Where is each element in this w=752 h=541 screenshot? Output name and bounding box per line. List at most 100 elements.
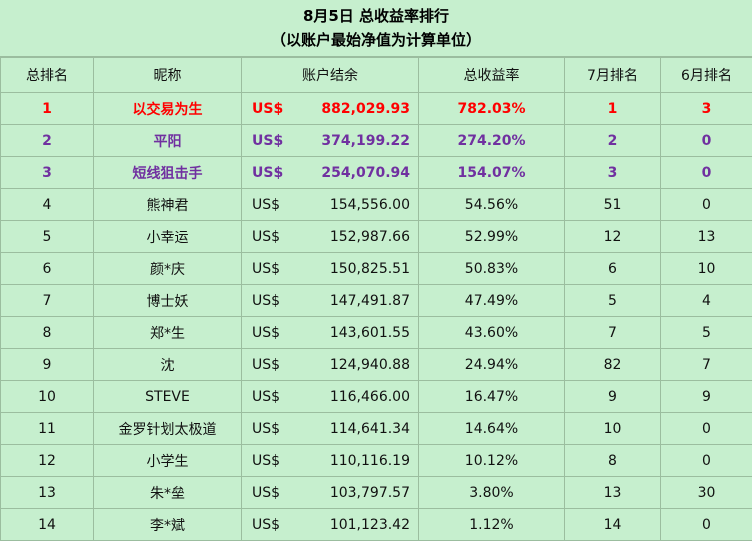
june-rank-cell: 10 <box>661 253 752 285</box>
june-rank-cell: 0 <box>661 157 752 189</box>
july-rank-cell: 2 <box>565 125 661 157</box>
balance-value: 154,556.00 <box>330 197 410 213</box>
july-rank-cell: 82 <box>565 349 661 381</box>
return-cell: 52.99% <box>419 221 565 253</box>
return-cell: 154.07% <box>419 157 565 189</box>
rank-cell: 10 <box>1 381 94 413</box>
header-rank: 总排名 <box>1 58 94 93</box>
july-rank-cell: 8 <box>565 445 661 477</box>
name-cell: 朱*垒 <box>94 477 242 509</box>
balance-cell: US$ 150,825.51 <box>242 253 419 285</box>
currency-label: US$ <box>252 485 280 501</box>
currency-label: US$ <box>252 197 280 213</box>
name-cell: 小学生 <box>94 445 242 477</box>
balance-value: 254,070.94 <box>321 165 410 181</box>
name-cell: 郑*生 <box>94 317 242 349</box>
balance-cell: US$124,940.88 <box>242 349 419 381</box>
balance-value: 124,940.88 <box>330 357 410 373</box>
return-cell: 50.83% <box>419 253 565 285</box>
july-rank-cell: 1 <box>565 93 661 125</box>
rank-cell: 5 <box>1 221 94 253</box>
return-cell: 274.20% <box>419 125 565 157</box>
june-rank-cell: 0 <box>661 509 752 541</box>
june-rank-cell: 7 <box>661 349 752 381</box>
july-rank-cell: 13 <box>565 477 661 509</box>
july-rank-cell: 7 <box>565 317 661 349</box>
header-balance: 账户结余 <box>242 58 419 93</box>
return-cell: 43.60% <box>419 317 565 349</box>
balance-value: 143,601.55 <box>330 325 410 341</box>
name-cell: 颜*庆 <box>94 253 242 285</box>
july-rank-cell: 9 <box>565 381 661 413</box>
rank-cell: 1 <box>1 93 94 125</box>
return-cell: 3.80% <box>419 477 565 509</box>
balance-cell: US$ 110,116.19 <box>242 445 419 477</box>
currency-label: US$ <box>252 229 280 245</box>
return-cell: 14.64% <box>419 413 565 445</box>
balance-value: 114,641.34 <box>330 421 410 437</box>
currency-label: US$ <box>252 165 283 181</box>
july-rank-cell: 6 <box>565 253 661 285</box>
june-rank-cell: 0 <box>661 125 752 157</box>
name-cell: 李*斌 <box>94 509 242 541</box>
currency-label: US$ <box>252 453 280 469</box>
rank-cell: 13 <box>1 477 94 509</box>
july-rank-cell: 12 <box>565 221 661 253</box>
currency-label: US$ <box>252 101 283 117</box>
rank-cell: 7 <box>1 285 94 317</box>
name-cell: 平阳 <box>94 125 242 157</box>
header-june-rank: 6月排名 <box>661 58 752 93</box>
rank-cell: 14 <box>1 509 94 541</box>
balance-cell: US$ 114,641.34 <box>242 413 419 445</box>
currency-label: US$ <box>252 421 280 437</box>
balance-value: 147,491.87 <box>330 293 410 309</box>
balance-value: 150,825.51 <box>330 261 410 277</box>
header-return: 总收益率 <box>419 58 565 93</box>
june-rank-cell: 13 <box>661 221 752 253</box>
name-cell: 金罗针划太极道 <box>94 413 242 445</box>
july-rank-cell: 10 <box>565 413 661 445</box>
june-rank-cell: 3 <box>661 93 752 125</box>
balance-cell: US$374,199.22 <box>242 125 419 157</box>
balance-cell: US$101,123.42 <box>242 509 419 541</box>
balance-value: 882,029.93 <box>321 101 410 117</box>
currency-label: US$ <box>252 293 280 309</box>
currency-label: US$ <box>252 389 280 405</box>
june-rank-cell: 0 <box>661 189 752 221</box>
name-cell: 沈 <box>94 349 242 381</box>
return-cell: 16.47% <box>419 381 565 413</box>
name-cell: 熊神君 <box>94 189 242 221</box>
balance-value: 103,797.57 <box>330 485 410 501</box>
july-rank-cell: 14 <box>565 509 661 541</box>
rank-cell: 4 <box>1 189 94 221</box>
june-rank-cell: 30 <box>661 477 752 509</box>
return-cell: 1.12% <box>419 509 565 541</box>
rank-cell: 2 <box>1 125 94 157</box>
july-rank-cell: 51 <box>565 189 661 221</box>
return-cell: 24.94% <box>419 349 565 381</box>
june-rank-cell: 9 <box>661 381 752 413</box>
header-name: 昵称 <box>94 58 242 93</box>
rank-cell: 6 <box>1 253 94 285</box>
name-cell: 博士妖 <box>94 285 242 317</box>
balance-cell: US$ 882,029.93 <box>242 93 419 125</box>
balance-cell: US$ 147,491.87 <box>242 285 419 317</box>
currency-label: US$ <box>252 517 280 533</box>
balance-cell: US$ 254,070.94 <box>242 157 419 189</box>
currency-label: US$ <box>252 261 280 277</box>
return-cell: 782.03% <box>419 93 565 125</box>
balance-value: 110,116.19 <box>330 453 410 469</box>
